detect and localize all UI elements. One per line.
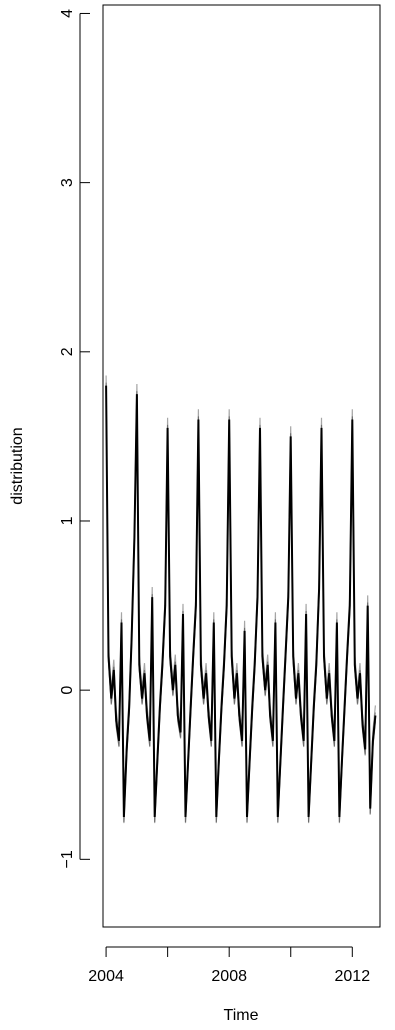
y-tick-label: 1 [59, 516, 76, 525]
series-layer [105, 375, 377, 824]
y-axis: −1 0 1 2 3 4 [59, 9, 90, 868]
y-tick-label: 2 [59, 347, 76, 356]
y-tick-label: 0 [59, 686, 76, 695]
x-tick-label: 2004 [88, 968, 124, 985]
x-tick-label: 2012 [335, 968, 371, 985]
plot-frame [102, 4, 381, 928]
series-line [105, 385, 377, 818]
y-tick-label: 3 [59, 178, 76, 187]
y-tick-label: −1 [59, 850, 76, 868]
x-axis-label: Time [224, 1007, 259, 1024]
series-band-line [105, 391, 376, 824]
y-tick-label: 4 [59, 9, 76, 18]
series-band-line [105, 390, 376, 823]
series-band-line [105, 382, 376, 815]
x-tick-label: 2008 [211, 968, 247, 985]
y-axis-label: distribution [9, 427, 26, 504]
x-axis: 2004 2008 2012 [88, 946, 371, 985]
